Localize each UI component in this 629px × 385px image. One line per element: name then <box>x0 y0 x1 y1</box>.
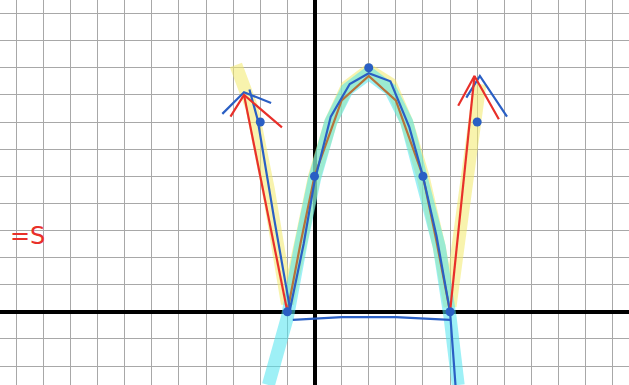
svg-text:=S: =S <box>10 222 45 250</box>
